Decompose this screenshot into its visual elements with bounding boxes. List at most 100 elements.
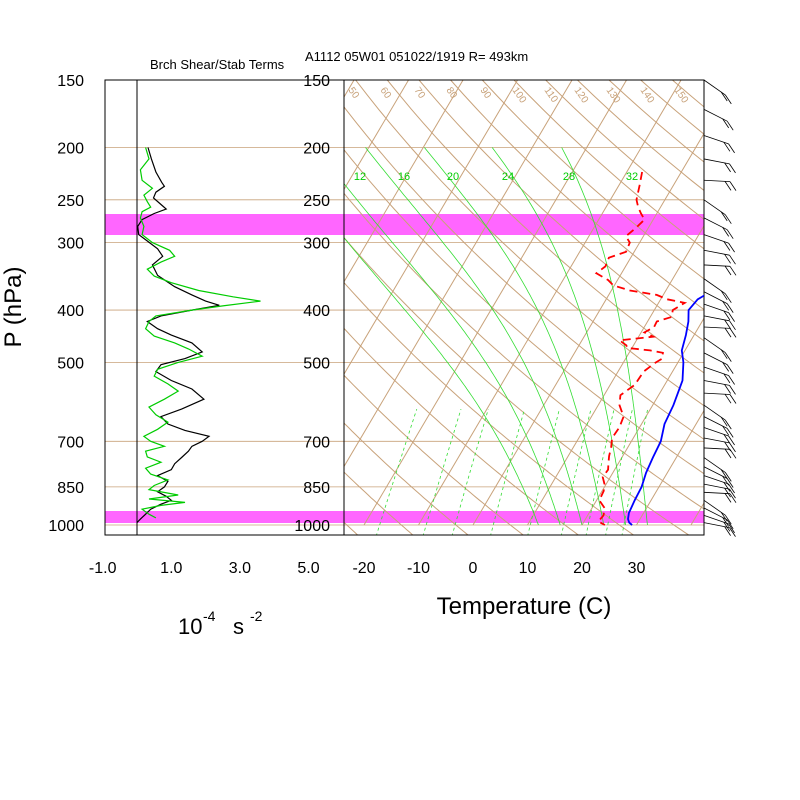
dry-adiabat-line	[747, 64, 800, 537]
wind-barb-feather	[724, 526, 731, 536]
wind-barb-feather	[724, 94, 732, 105]
wind-barb-feather	[729, 163, 736, 174]
wind-barb	[703, 249, 730, 256]
wind-barb	[703, 483, 730, 490]
pressure-tick-label-right: 1000	[294, 518, 330, 535]
wind-barb-feather	[724, 448, 732, 459]
dry-adiabat-line	[344, 471, 414, 535]
wind-barb-feather	[726, 428, 734, 438]
wind-barb-feather	[728, 483, 735, 494]
pressure-tick-label-right: 850	[303, 480, 330, 497]
wind-barb-feather	[720, 211, 728, 222]
wind-barb	[703, 380, 730, 386]
wind-barb-feather	[723, 310, 731, 321]
isentrope-label: 50	[346, 85, 362, 101]
pressure-tick-label-right: 150	[303, 73, 330, 90]
left-x-axis-label: 10 -4 s -2	[178, 608, 263, 639]
wind-barb	[703, 352, 728, 365]
environment-temperature-line	[627, 294, 704, 526]
wind-barb-feather	[724, 487, 731, 498]
wind-barb-feather	[724, 214, 732, 224]
right-panel-frame	[343, 79, 705, 536]
dewpoint-line	[594, 171, 688, 526]
mixing-ratio-line	[561, 409, 592, 535]
wind-barb	[703, 217, 728, 231]
wind-barb-feather	[729, 449, 737, 459]
wind-barb-feather	[724, 514, 732, 525]
wind-barb-feather	[729, 266, 737, 276]
wind-barb-feather	[720, 416, 728, 427]
highlight-band-lower	[105, 511, 704, 523]
moist-adiabat-label: 24	[502, 171, 514, 183]
mixing-ratio-line	[527, 409, 560, 535]
stability-term-line	[139, 147, 261, 519]
wind-barb-feather	[724, 181, 732, 191]
dry-adiabat-line	[344, 149, 704, 475]
isentrope-label: 110	[542, 85, 560, 105]
wind-barb	[703, 447, 731, 450]
isotherm-line	[418, 80, 682, 526]
moist-adiabat-line	[424, 147, 605, 526]
dry-adiabat-line	[354, 80, 704, 407]
wind-barb-feather	[729, 385, 736, 395]
wind-barbs	[703, 79, 737, 537]
wind-barb	[703, 491, 731, 495]
isentrope-label: 70	[412, 85, 428, 101]
pressure-tick-label-right: 300	[303, 236, 330, 253]
wind-barb-feather	[724, 352, 732, 362]
wind-barb-feather	[723, 482, 731, 492]
dry-adiabat-line	[344, 374, 524, 535]
isentrope-label: 130	[604, 85, 623, 105]
wind-barb-feather	[724, 293, 732, 303]
wind-barb-feather	[729, 254, 736, 265]
wind-barb	[703, 437, 730, 444]
moist-adiabat-line	[365, 147, 583, 526]
dry-adiabat-line	[344, 281, 635, 535]
wind-barb	[703, 264, 731, 267]
dry-adiabat-line	[703, 80, 704, 81]
isotherm-line	[363, 80, 627, 526]
dry-adiabat-line	[418, 80, 704, 342]
skewt-background-grid	[344, 64, 800, 537]
mixing-ratio-line	[605, 409, 633, 535]
pressure-tick-label-right: 200	[303, 140, 330, 157]
wind-barb-feather	[729, 181, 737, 191]
wind-barb	[703, 522, 730, 528]
wind-barb-feather	[724, 493, 732, 503]
wind-barb-feather	[729, 442, 736, 453]
right-x-tick-label: 0	[469, 560, 478, 577]
wind-barb-feather	[723, 434, 731, 444]
isentrope-label: 150	[672, 85, 691, 105]
mixing-ratio-line	[621, 409, 649, 535]
moist-adiabat-label: 28	[563, 171, 575, 183]
right-x-tick-label: 10	[519, 560, 537, 577]
wind-barb-feather	[722, 118, 730, 129]
wind-barb-feather	[729, 328, 737, 338]
pressure-tick-label-left: 250	[57, 193, 84, 210]
dry-adiabat-line	[344, 521, 359, 535]
left-x-tick-label: 1.0	[160, 560, 182, 577]
pressure-tick-label-right: 500	[303, 355, 330, 372]
skewt-series	[594, 171, 704, 526]
dry-adiabat-line	[545, 80, 704, 221]
wind-barb	[703, 109, 728, 122]
pressure-tick-label-left: 1000	[48, 518, 84, 535]
wind-barb-feather	[724, 254, 731, 264]
pressure-tick-label-left: 500	[57, 355, 84, 372]
left-x-label-base: 10	[178, 614, 202, 639]
wind-barb-feather	[724, 265, 732, 276]
wind-barb	[703, 199, 726, 216]
wind-barb	[703, 158, 730, 165]
wind-barb-feather	[724, 384, 731, 394]
wind-barb	[703, 291, 728, 304]
left-x-tick-label: -1.0	[89, 560, 117, 577]
moist-adiabat-label: 16	[398, 171, 410, 183]
dry-adiabat-line	[344, 106, 704, 440]
pressure-tick-label-left: 400	[57, 303, 84, 320]
wind-barb-feather	[726, 229, 734, 239]
pressure-tick-label-left: 150	[57, 73, 84, 90]
wind-barb-feather	[720, 290, 728, 301]
wind-barb	[703, 326, 731, 329]
dry-adiabat-line	[344, 422, 469, 535]
